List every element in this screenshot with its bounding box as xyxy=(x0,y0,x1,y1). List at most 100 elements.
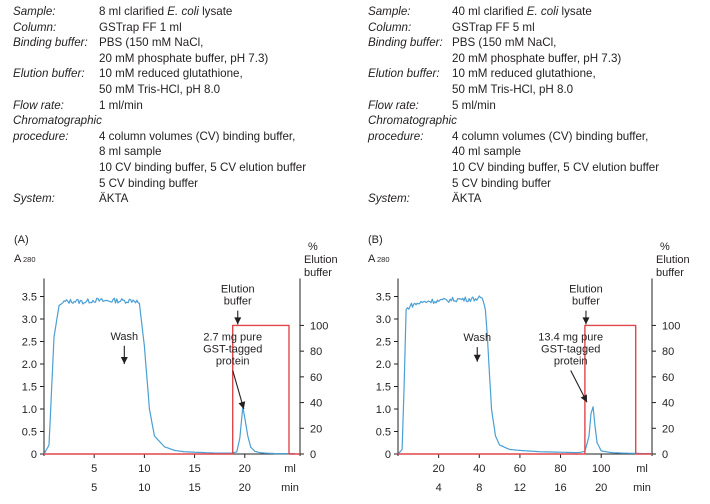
y2-tick-label: 100 xyxy=(310,320,328,332)
y2-tick-label: 60 xyxy=(310,372,322,384)
setup-b-value: ÄKTA xyxy=(452,192,482,206)
y2-tick-label: 40 xyxy=(310,398,322,410)
x2-tick-label: 4 xyxy=(436,482,442,494)
setup-a-row: procedure: 4 column volumes (CV) binding … xyxy=(13,129,306,145)
annotation-text: buffer xyxy=(224,296,252,308)
x-tick-label: 20 xyxy=(433,463,445,475)
x2-tick-label: 5 xyxy=(91,482,97,494)
annotation-arrowhead xyxy=(238,401,246,409)
y-tick-label: 0 xyxy=(385,449,391,461)
setup-b-value: 5 ml/min xyxy=(452,98,496,112)
setup-b-key: Sample: xyxy=(368,5,411,18)
x-tick-label: 80 xyxy=(554,463,566,475)
setup-b-key: Flow rate: xyxy=(368,98,419,112)
annotation-arrowhead xyxy=(120,357,128,364)
y-tick-label: 2.5 xyxy=(376,337,391,349)
x2-tick-label: 8 xyxy=(476,482,482,494)
y-axis-label: A xyxy=(368,253,376,265)
y-tick-label: 0.5 xyxy=(376,427,391,439)
y2-axis-label: Elution xyxy=(304,254,338,266)
setup-a-value: 50 mM Tris-HCl, pH 8.0 xyxy=(99,82,221,96)
panel-label: (A) xyxy=(14,234,29,246)
setup-b-value: 40 ml clarified E. coli lysate xyxy=(452,5,592,18)
setup-a-value: ÄKTA xyxy=(99,192,129,206)
setup-a-row: Chromatographic xyxy=(13,113,306,129)
x2-tick-label: 20 xyxy=(239,482,251,494)
y2-tick-label: 0 xyxy=(662,449,668,461)
setup-b-value: GSTrap FF 5 ml xyxy=(452,20,535,34)
annotation-text: protein xyxy=(216,356,250,368)
x-tick-label: 40 xyxy=(473,463,485,475)
setup-b-row: Flow rate: 5 ml/min xyxy=(368,98,659,114)
annotation-text: GST-tagged xyxy=(203,344,262,356)
y-axis-label: A xyxy=(14,253,22,265)
x-tick-label: 5 xyxy=(91,463,97,475)
x-tick-label: 15 xyxy=(188,463,200,475)
y-tick-label: 1.0 xyxy=(22,404,37,416)
panel-label: (B) xyxy=(368,234,383,246)
y-tick-label: 3.0 xyxy=(22,314,37,326)
x-tick-label: 60 xyxy=(514,463,526,475)
x-axis-unit: ml xyxy=(284,463,296,475)
annotation-arrowhead xyxy=(234,317,242,325)
annotation-arrowhead xyxy=(580,394,587,403)
setup-info-a: Sample: 8 ml clarified E. coli lysate Colu… xyxy=(13,4,306,207)
chart-panel-a: (A)A 280%Elutionbuffer00.51.01.52.02.53.0… xyxy=(14,234,338,494)
setup-a-row: Flow rate: 1 ml/min xyxy=(13,98,306,114)
y-tick-label: 3.0 xyxy=(376,314,391,326)
absorbance-line xyxy=(43,297,295,455)
setup-a-value: 20 mM phosphate buffer, pH 7.3) xyxy=(99,51,269,65)
setup-b-value: 4 column volumes (CV) binding buffer, xyxy=(452,129,649,143)
elution-buffer-line xyxy=(398,324,652,455)
setup-b-key: Elution buffer: xyxy=(368,67,440,81)
setup-a-value: 8 ml clarified E. coli lysate xyxy=(99,5,233,18)
y-tick-label: 3.5 xyxy=(376,292,391,304)
annotation-text: Elution xyxy=(569,284,603,296)
setup-a-value: 10 CV binding buffer, 5 CV elution buffe… xyxy=(99,160,307,174)
x2-tick-label: 16 xyxy=(554,482,566,494)
setup-b-row: 50 mM Tris-HCl, pH 8.0 xyxy=(368,82,659,98)
setup-a-row: System: ÄKTA xyxy=(13,191,306,207)
x2-tick-label: 10 xyxy=(138,482,150,494)
setup-a-key: Binding buffer: xyxy=(13,36,88,50)
setup-a-row: 20 mM phosphate buffer, pH 7.3) xyxy=(13,51,306,67)
annotation-arrowhead xyxy=(473,354,481,362)
y-tick-label: 0 xyxy=(31,449,37,461)
y2-tick-label: 60 xyxy=(662,372,674,384)
y-tick-label: 0.5 xyxy=(22,427,37,439)
setup-a-row: Sample: 8 ml clarified E. coli lysate xyxy=(13,4,306,20)
x-tick-label: 20 xyxy=(239,463,251,475)
y-tick-label: 2.5 xyxy=(22,337,37,349)
setup-a-value: 5 CV binding buffer xyxy=(99,176,199,190)
setup-b-key: Chromatographic xyxy=(368,114,457,128)
setup-a-value: 4 column volumes (CV) binding buffer, xyxy=(99,129,296,143)
annotation-text: 13.4 mg pure xyxy=(538,332,603,344)
y2-axis-label: % xyxy=(308,241,318,253)
setup-b-value: 10 CV binding buffer, 5 CV elution buffe… xyxy=(452,160,660,174)
annotation-text: Wash xyxy=(463,332,491,344)
y2-tick-label: 100 xyxy=(662,320,680,332)
setup-b-key: Binding buffer: xyxy=(368,36,443,50)
setup-b-key: System: xyxy=(368,192,410,206)
y-tick-label: 2.0 xyxy=(22,359,37,371)
x2-axis-unit: min xyxy=(281,482,299,494)
y-tick-label: 3.5 xyxy=(22,292,37,304)
setup-b-row: 5 CV binding buffer xyxy=(368,176,659,192)
setup-a-value: 8 ml sample xyxy=(99,145,162,159)
setup-a-key: Chromatographic xyxy=(13,114,102,128)
x2-axis-unit: min xyxy=(633,482,651,494)
setup-a-key: Flow rate: xyxy=(13,98,64,112)
annotation-text: Elution xyxy=(221,284,255,296)
setup-b-value: 20 mM phosphate buffer, pH 7.3) xyxy=(452,51,622,65)
setup-a-value: 1 ml/min xyxy=(99,98,143,112)
setup-a-row: Column: GSTrap FF 1 ml xyxy=(13,20,306,36)
chart-panel-b: (B)A 280%Elutionbuffer00.51.01.52.02.53.0… xyxy=(368,234,690,494)
setup-a-row: 10 CV binding buffer, 5 CV elution buffe… xyxy=(13,160,306,176)
setup-b-row: 10 CV binding buffer, 5 CV elution buffe… xyxy=(368,160,659,176)
annotation-text: 2.7 mg pure xyxy=(203,332,262,344)
y2-tick-label: 80 xyxy=(310,346,322,358)
y-tick-label: 1.0 xyxy=(376,404,391,416)
setup-b-value: 50 mM Tris-HCl, pH 8.0 xyxy=(452,82,574,96)
annotation-text: buffer xyxy=(572,296,600,308)
